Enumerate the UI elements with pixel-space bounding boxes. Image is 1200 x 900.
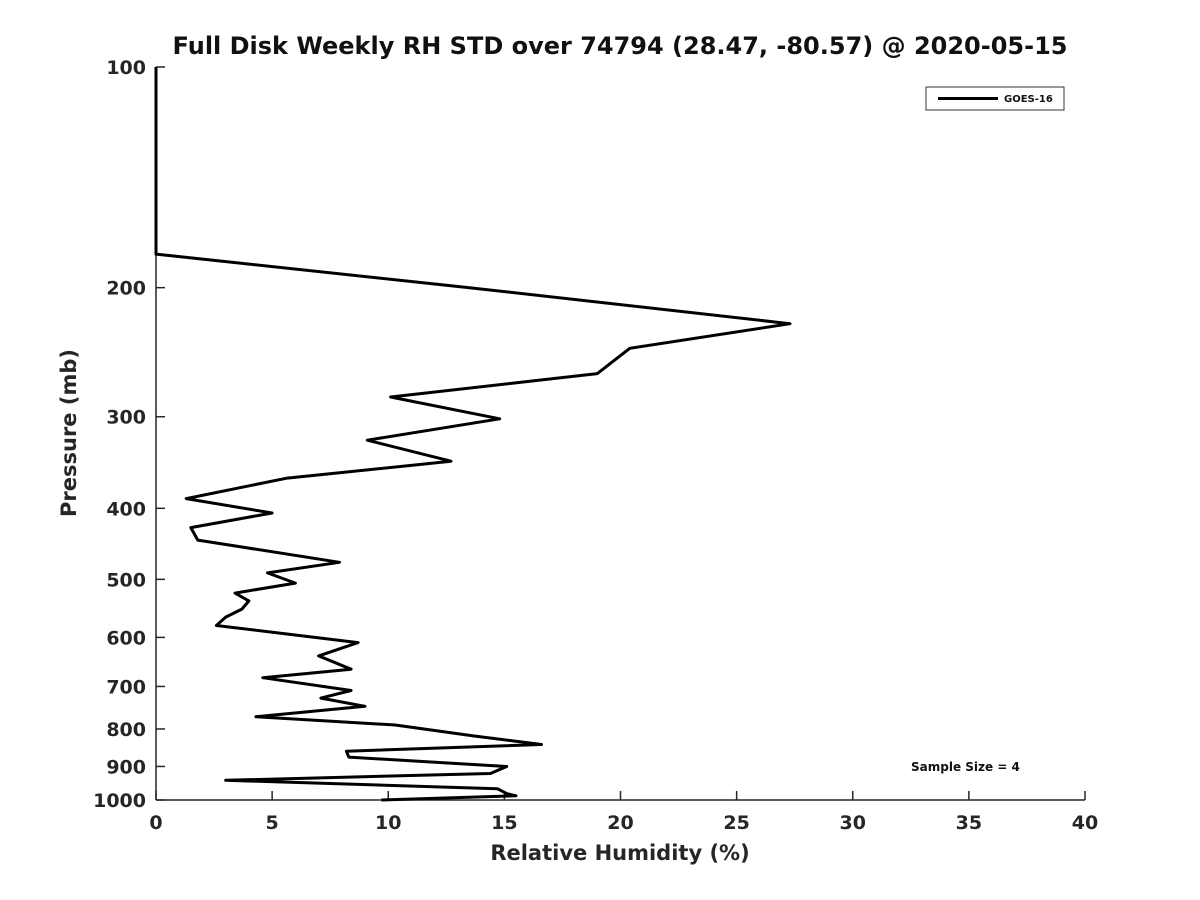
- legend-label: GOES-16: [1004, 94, 1053, 105]
- x-tick-label: 25: [723, 812, 749, 834]
- x-tick-label: 20: [607, 812, 633, 834]
- y-axis-label: Pressure (mb): [57, 349, 81, 517]
- y-tick-label: 500: [106, 569, 146, 591]
- y-tick-label: 600: [106, 627, 146, 649]
- y-tick-label: 300: [106, 407, 146, 429]
- x-tick-label: 40: [1072, 812, 1098, 834]
- series-line-GOES-16: [154, 67, 792, 802]
- x-tick-label: 15: [491, 812, 517, 834]
- y-tick-label: 900: [106, 756, 146, 778]
- y-tick-label: 400: [106, 498, 146, 520]
- sample-size-annotation: Sample Size = 4: [911, 760, 1020, 774]
- x-tick-label: 35: [956, 812, 982, 834]
- y-tick-label: 100: [106, 57, 146, 79]
- chart-title: Full Disk Weekly RH STD over 74794 (28.4…: [173, 32, 1068, 60]
- x-tick-label: 30: [840, 812, 866, 834]
- x-axis-label: Relative Humidity (%): [490, 841, 749, 865]
- y-tick-label: 1000: [93, 790, 146, 812]
- y-tick-label: 800: [106, 719, 146, 741]
- series-layer: [154, 67, 792, 802]
- y-tick-label: 700: [106, 676, 146, 698]
- ticks: 0 5 10 15 20 25 30 35 40 100 200 300 400 500 600 700 800…: [93, 57, 1098, 834]
- x-tick-label: 5: [266, 812, 279, 834]
- legend: GOES-16: [925, 86, 1065, 111]
- axes: [155, 67, 1085, 801]
- x-tick-label: 0: [149, 812, 162, 834]
- x-tick-label: 10: [375, 812, 401, 834]
- y-tick-label: 200: [106, 278, 146, 300]
